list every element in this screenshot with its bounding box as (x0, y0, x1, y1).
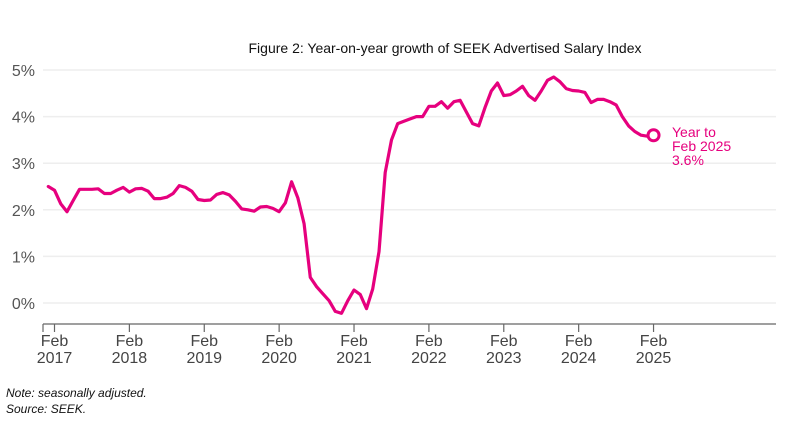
y-tick-label: 3% (12, 156, 35, 173)
series-line (46, 75, 656, 315)
x-tick-year: 2023 (486, 350, 522, 367)
end-point-marker (646, 128, 661, 143)
x-tick-year: 2019 (186, 350, 222, 367)
x-tick-month: Feb (265, 333, 293, 350)
x-tick-month: Feb (640, 333, 668, 350)
annotation-line-2: Feb 2025 (672, 138, 731, 154)
annotation-line-3: 3.6% (672, 152, 704, 168)
x-tick-month: Feb (340, 333, 368, 350)
x-tick-year: 2018 (112, 350, 148, 367)
x-tick-year: 2017 (37, 350, 73, 367)
x-tick-month: Feb (116, 333, 144, 350)
x-tick-month: Feb (415, 333, 443, 350)
x-tick-year: 2025 (636, 350, 672, 367)
x-tick-month: Feb (565, 333, 593, 350)
note-text: Note: seasonally adjusted. (6, 386, 147, 400)
annotation-line-1: Year to (672, 124, 716, 140)
end-annotation: Year to Feb 2025 3.6% (672, 124, 731, 168)
source-text: Source: SEEK. (6, 402, 87, 416)
x-tick-year: 2024 (561, 350, 597, 367)
y-tick-label: 0% (12, 296, 35, 313)
x-tick-year: 2022 (411, 350, 447, 367)
x-tick-month: Feb (190, 333, 218, 350)
y-tick-label: 1% (12, 249, 35, 266)
x-tick-month: Feb (490, 333, 518, 350)
x-tick-year: 2021 (336, 350, 372, 367)
y-tick-label: 2% (12, 203, 35, 220)
chart-title: Figure 2: Year-on-year growth of SEEK Ad… (249, 40, 642, 56)
x-tick-month: Feb (41, 333, 69, 350)
y-tick-label: 5% (12, 63, 35, 80)
y-tick-label: 4% (12, 110, 35, 127)
x-tick-year: 2020 (261, 350, 297, 367)
